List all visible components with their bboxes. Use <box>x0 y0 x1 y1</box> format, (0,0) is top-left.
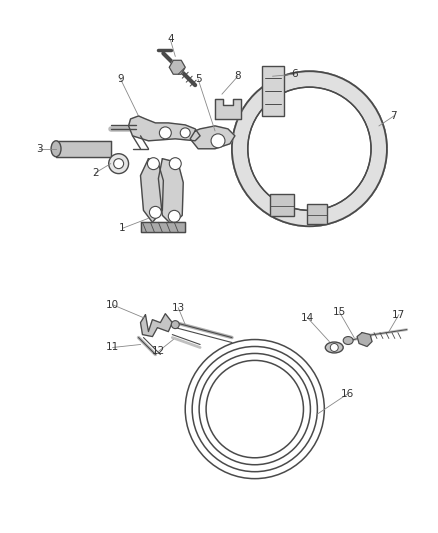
Circle shape <box>330 343 338 351</box>
Text: 7: 7 <box>391 111 397 121</box>
Ellipse shape <box>51 141 61 157</box>
Text: 1: 1 <box>119 223 126 233</box>
Polygon shape <box>141 159 163 222</box>
Polygon shape <box>141 314 172 336</box>
Text: 12: 12 <box>152 346 165 357</box>
Circle shape <box>109 154 129 174</box>
Polygon shape <box>357 333 372 346</box>
Text: 9: 9 <box>117 74 124 84</box>
Text: 2: 2 <box>92 167 99 177</box>
Polygon shape <box>215 99 241 119</box>
Polygon shape <box>129 116 200 141</box>
Text: 4: 4 <box>167 35 173 44</box>
Circle shape <box>114 159 124 168</box>
Polygon shape <box>159 159 183 225</box>
Circle shape <box>232 71 387 226</box>
Text: 13: 13 <box>172 303 185 313</box>
Text: 14: 14 <box>301 313 314 322</box>
Text: 17: 17 <box>392 310 406 320</box>
Circle shape <box>248 87 371 211</box>
Text: 10: 10 <box>106 300 119 310</box>
Circle shape <box>149 206 161 219</box>
Bar <box>262 66 283 116</box>
Text: 11: 11 <box>106 343 119 352</box>
Text: 5: 5 <box>195 74 201 84</box>
Bar <box>270 195 293 216</box>
Ellipse shape <box>325 342 343 353</box>
Text: 8: 8 <box>235 71 241 81</box>
Circle shape <box>171 321 179 329</box>
Circle shape <box>180 128 190 138</box>
Bar <box>307 204 327 224</box>
Polygon shape <box>170 60 185 74</box>
Circle shape <box>159 127 171 139</box>
Circle shape <box>211 134 225 148</box>
Polygon shape <box>190 126 235 149</box>
Ellipse shape <box>343 336 353 344</box>
Text: 6: 6 <box>291 69 298 79</box>
Circle shape <box>168 211 180 222</box>
Text: 3: 3 <box>36 144 42 154</box>
Text: 15: 15 <box>332 306 346 317</box>
Text: 16: 16 <box>341 389 354 399</box>
Circle shape <box>170 158 181 169</box>
Polygon shape <box>141 222 185 232</box>
Polygon shape <box>232 71 387 226</box>
Circle shape <box>148 158 159 169</box>
